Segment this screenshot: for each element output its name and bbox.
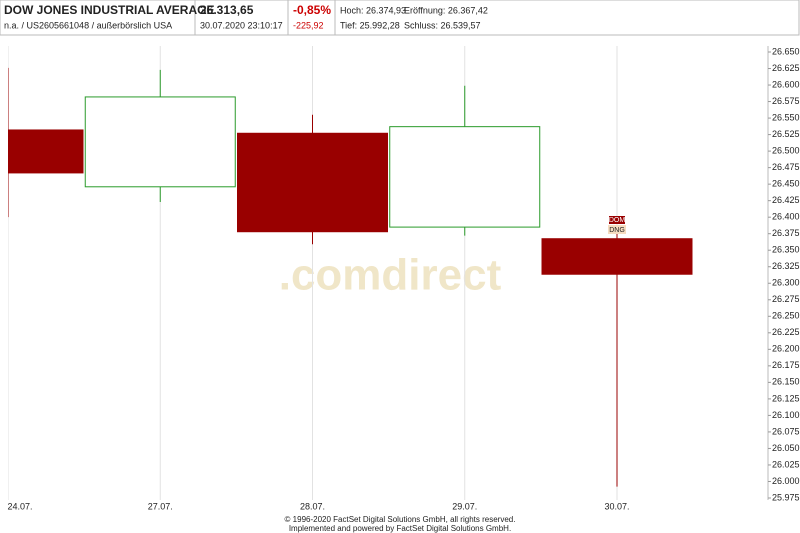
y-tick-label: 26.125 [772,393,800,403]
instrument-name: DOW JONES INDUSTRIAL AVERAGE [4,3,214,17]
header-box [0,0,800,36]
y-tick-label: 26.325 [772,261,800,271]
marker: DOM [609,217,626,224]
candle-body [237,132,388,233]
change-pct: -0,85% [293,3,331,17]
y-tick-label: 26.475 [772,162,800,172]
timestamp: 30.07.2020 23:10:17 [200,20,283,30]
candle-body [84,96,236,188]
y-tick-label: 26.625 [772,63,800,73]
y-tick-label: 26.275 [772,294,800,304]
y-tick-label: 26.300 [772,278,800,288]
y-tick-label: 26.575 [772,96,800,106]
close: Schluss: 26.539,57 [404,20,481,30]
y-tick-label: 26.550 [772,112,800,122]
x-tick-label: 24.07. [7,501,32,511]
marker: DNG [609,227,625,234]
marker-box [608,225,626,234]
y-tick-label: 26.525 [772,129,800,139]
y-tick-label: 26.375 [772,228,800,238]
y-tick-label: 26.025 [772,459,800,469]
y-tick-label: 26.250 [772,311,800,321]
y-tick-label: 26.450 [772,179,800,189]
x-tick-label: 28.07. [300,501,325,511]
y-tick-label: 26.350 [772,245,800,255]
y-tick-label: 26.175 [772,360,800,370]
y-tick-label: 26.100 [772,410,800,420]
high: Hoch: 26.374,93 [340,5,406,15]
candle-body [8,129,84,174]
y-tick-label: 26.225 [772,327,800,337]
y-tick-label: 26.050 [772,443,800,453]
footer: © 1996-2020 FactSet Digital Solutions Gm… [285,515,516,524]
y-tick-label: 26.425 [772,195,800,205]
plot [8,46,693,500]
price: 26.313,65 [200,3,254,17]
y-tick-label: 26.500 [772,145,800,155]
y-tick-label: 26.150 [772,377,800,387]
candle-body [541,238,693,275]
y-tick-label: 26.075 [772,426,800,436]
candle-body [389,126,541,228]
open: Eröffnung: 26.367,42 [404,5,488,15]
y-tick-label: 26.650 [772,46,800,56]
y-tick-label: 26.200 [772,344,800,354]
change: -225,92 [293,20,324,30]
x-tick-label: 29.07. [452,501,477,511]
isin: n.a. / US2605661048 / außerbörslich USA [4,20,172,30]
y-tick-label: 26.400 [772,212,800,222]
y-tick-label: 25.975 [772,492,800,502]
y-tick-label: 26.600 [772,79,800,89]
x-tick-label: 27.07. [148,501,173,511]
marker-box [609,216,625,224]
low: Tief: 25.992,28 [340,20,400,30]
footer: Implemented and powered by FactSet Digit… [289,524,511,533]
x-tick-label: 30.07. [604,501,629,511]
y-tick-label: 26.000 [772,476,800,486]
